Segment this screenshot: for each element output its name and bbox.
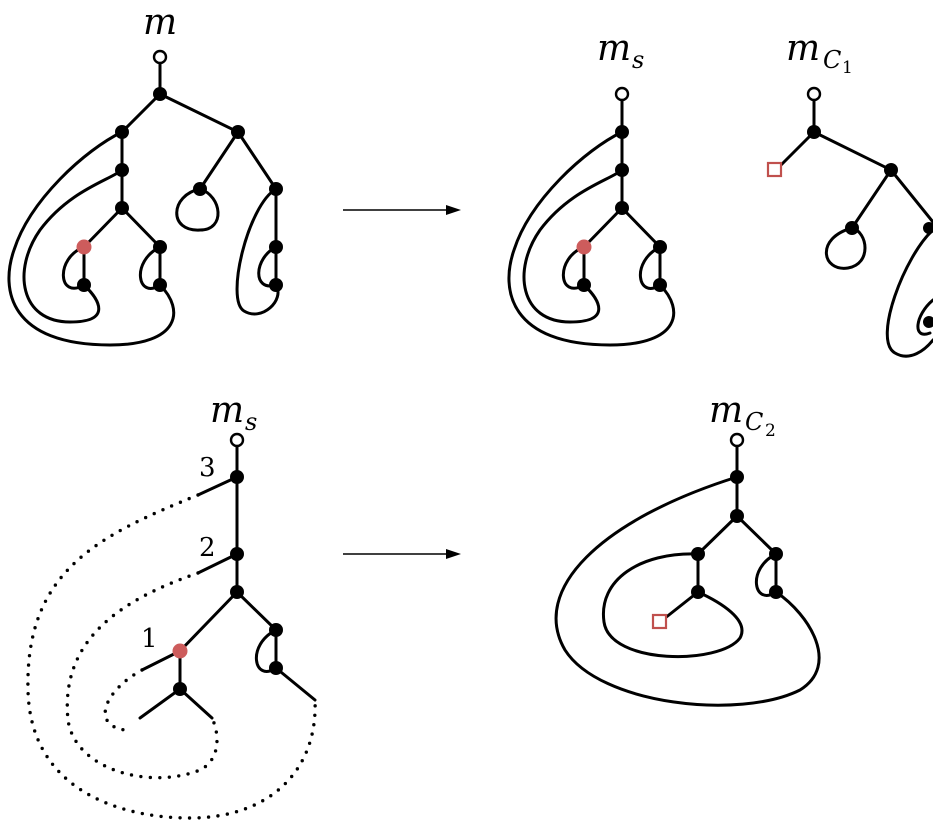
label-mc2: m	[709, 390, 743, 431]
map-m: m	[7, 2, 283, 347]
label-ms-bottom-sub: s	[245, 408, 257, 436]
label-mc1: m	[786, 28, 820, 69]
leg-number-3: 3	[199, 453, 216, 483]
map-mc2: m C 2	[554, 390, 821, 707]
label-mc1-sub: C	[823, 46, 841, 74]
label-m: m	[143, 2, 177, 43]
label-mc2-subsub: 2	[765, 421, 776, 441]
label-ms-bottom: m	[210, 390, 244, 431]
map-mc1: m C 1	[766, 28, 933, 358]
arrow-bottom	[343, 549, 461, 559]
leg-number-1: 1	[141, 624, 158, 654]
label-ms-top-sub: s	[632, 46, 644, 74]
label-mc2-sub: C	[745, 408, 763, 436]
label-mc1-subsub: 1	[842, 58, 853, 78]
arrow-top	[343, 205, 461, 215]
map-ms-top: m s	[507, 28, 676, 347]
label-ms-top: m	[597, 28, 631, 69]
leg-number-2: 2	[199, 533, 216, 563]
map-ms-bottom: m s 3 2 1	[26, 390, 317, 820]
